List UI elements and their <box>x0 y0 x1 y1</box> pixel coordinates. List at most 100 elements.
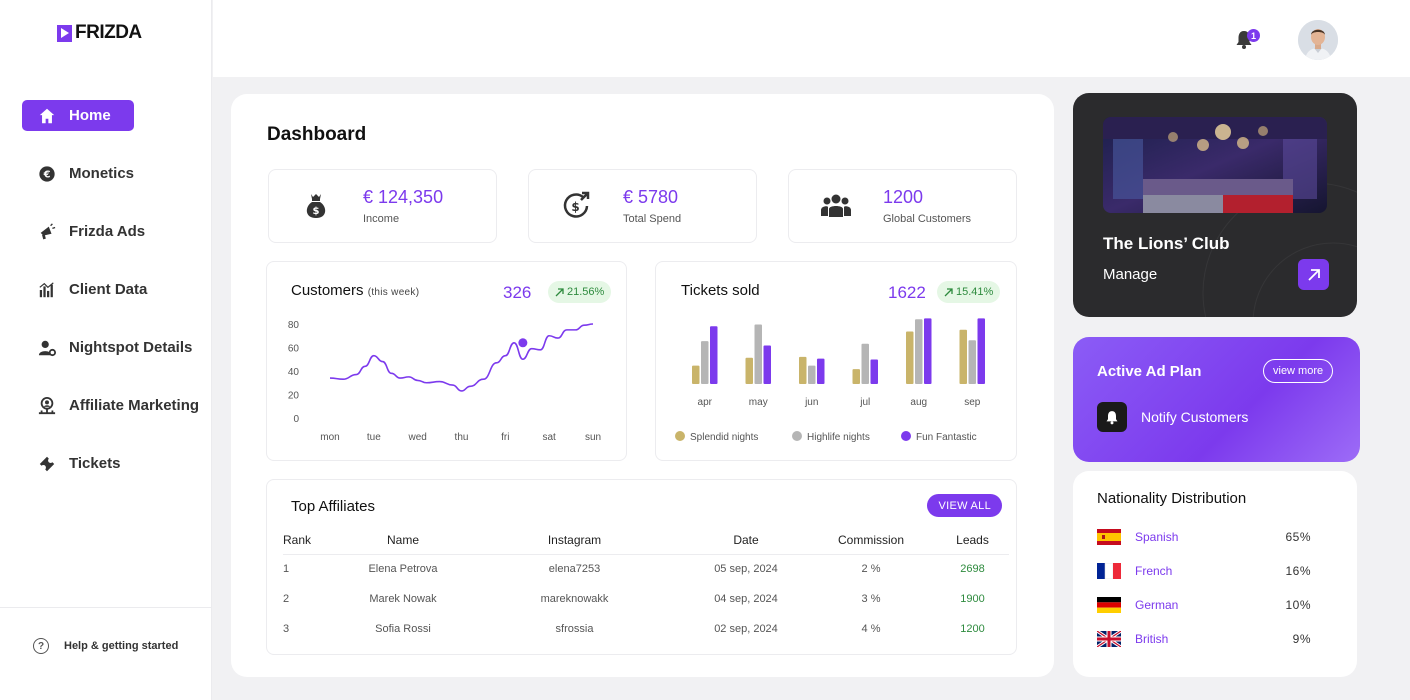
club-name: The Lions’ Club <box>1103 234 1230 253</box>
cell-rank: 3 <box>283 623 290 635</box>
avatar[interactable] <box>1298 20 1338 60</box>
customers-title: Customers (this week) <box>291 282 419 299</box>
tickets-panel: Tickets sold 1622 15.41% apr may jun jul aug… <box>655 261 1017 461</box>
money-bag-icon: $ <box>306 194 326 218</box>
table-row[interactable]: 2 Marek Nowak mareknowakk 04 sep, 2024 3… <box>283 584 1009 614</box>
bar <box>906 331 914 384</box>
tickets-bar-chart: apr may jun jul aug sep Splendid nights Highlif… <box>675 318 985 443</box>
active-ad-plan-card: Active Ad Plan view more Notify Customer… <box>1073 337 1360 462</box>
x-tick-label: jul <box>859 397 870 408</box>
brand-name: FRIZDA <box>75 22 142 43</box>
bar <box>852 369 860 384</box>
cell-rank: 1 <box>283 563 290 576</box>
table-row[interactable]: 1 Elena Petrova elena7253 05 sep, 2024 2… <box>283 554 1009 584</box>
logo-mark-icon <box>57 24 72 42</box>
tickets-value: 1622 <box>888 283 926 302</box>
column-header-name[interactable]: Name <box>343 526 463 555</box>
dollar-arrow-icon: $ <box>563 191 590 218</box>
bar-chart-icon <box>37 280 57 300</box>
legend-label: Highlife nights <box>807 432 870 443</box>
affiliate-icon <box>37 396 57 416</box>
tickets-title: Tickets sold <box>681 282 760 299</box>
users-icon <box>821 194 851 217</box>
arrow-up-right-icon <box>944 287 953 296</box>
germany-flag-icon <box>1097 597 1121 613</box>
bar <box>870 359 878 384</box>
x-tick-label: may <box>749 397 768 408</box>
x-tick-label: apr <box>698 397 713 408</box>
sidebar-item-tickets[interactable]: Tickets <box>22 448 212 479</box>
arrow-up-right-icon <box>1307 268 1320 281</box>
customers-change-badge: 21.56% <box>548 281 612 303</box>
sidebar-divider <box>0 607 212 608</box>
nationality-row: German 10% <box>1097 595 1311 615</box>
customers-line <box>329 323 594 392</box>
x-tick-label: sun <box>585 432 601 443</box>
sidebar-item-frizda-ads[interactable]: Frizda Ads <box>22 216 212 247</box>
nationality-percent: 16% <box>1285 564 1311 578</box>
stat-value: € 124,350 <box>363 187 444 207</box>
ad-plan-title: Active Ad Plan <box>1097 363 1202 380</box>
column-header-instagram[interactable]: Instagram <box>463 526 686 555</box>
bar <box>799 356 807 384</box>
cell-date: 02 sep, 2024 <box>714 623 778 635</box>
sidebar-item-monetics[interactable]: € Monetics <box>22 158 212 189</box>
bar <box>924 318 932 384</box>
x-tick-label: fri <box>501 432 509 443</box>
help-link[interactable]: ? Help & getting started <box>33 638 178 654</box>
sidebar-item-home[interactable]: Home <box>22 100 134 131</box>
ad-plan-item[interactable]: Notify Customers <box>1141 409 1249 425</box>
nationality-row: French 16% <box>1097 561 1311 581</box>
club-manage-button[interactable] <box>1298 259 1329 290</box>
bar <box>968 340 976 384</box>
club-photo[interactable] <box>1103 117 1327 213</box>
club-manage-label[interactable]: Manage <box>1103 266 1158 283</box>
y-tick-label: 20 <box>288 391 300 402</box>
x-tick-label: jun <box>804 397 818 408</box>
ticket-icon <box>37 454 57 474</box>
bar <box>915 319 923 384</box>
page-title: Dashboard <box>267 124 367 145</box>
y-tick-label: 80 <box>288 320 300 331</box>
sidebar-item-nightspot-details[interactable]: Nightspot Details <box>22 332 212 363</box>
stat-label: Total Spend <box>623 213 682 225</box>
stat-total-spend: $ € 5780 Total Spend <box>528 169 757 243</box>
bar <box>710 326 718 384</box>
table-row[interactable]: 3 Sofia Rossi sfrossia 02 sep, 2024 4 % … <box>283 614 1009 644</box>
uk-flag-icon <box>1097 631 1121 647</box>
megaphone-icon <box>37 222 57 242</box>
help-label: Help & getting started <box>64 640 179 652</box>
column-header-leads[interactable]: Leads <box>936 526 1009 555</box>
sidebar-item-client-data[interactable]: Client Data <box>22 274 212 305</box>
bar <box>861 343 869 384</box>
cell-commission: 2 % <box>861 563 881 576</box>
cell-name: Sofia Rossi <box>375 623 431 635</box>
bar <box>692 365 700 384</box>
cell-instagram: elena7253 <box>548 563 601 576</box>
tickets-change-badge: 15.41% <box>937 281 1001 303</box>
cell-date: 05 sep, 2024 <box>714 563 778 576</box>
brand-logo[interactable]: FRIZDA <box>57 22 142 44</box>
sidebar-item-affiliate-marketing[interactable]: Affiliate Marketing <box>22 390 212 421</box>
view-all-button[interactable]: VIEW ALL <box>927 494 1002 517</box>
stat-income: $ € 124,350 Income <box>268 169 497 243</box>
view-more-button[interactable]: view more <box>1263 359 1334 383</box>
column-header-date[interactable]: Date <box>686 526 806 555</box>
nationality-title: Nationality Distribution <box>1097 490 1247 507</box>
cell-leads: 1900 <box>960 593 985 605</box>
cell-commission: 3 % <box>861 593 881 605</box>
customers-line-chart: 80 60 40 20 0 mon tue wed thu fri sat sun <box>288 320 601 443</box>
cell-date: 04 sep, 2024 <box>714 593 778 605</box>
column-header-rank[interactable]: Rank <box>283 526 343 555</box>
customers-panel: Customers (this week) 326 21.56% 80 60 40 2… <box>266 261 627 461</box>
france-flag-icon <box>1097 563 1121 579</box>
stat-label: Income <box>363 213 400 225</box>
column-header-commission[interactable]: Commission <box>806 526 936 555</box>
bar <box>763 345 771 384</box>
customers-value: 326 <box>503 283 532 302</box>
y-tick-label: 40 <box>288 367 300 378</box>
stat-label: Global Customers <box>883 213 972 225</box>
nationality-row: Spanish 65% <box>1097 527 1311 547</box>
x-tick-label: sep <box>964 397 981 408</box>
nationality-name: German <box>1135 598 1179 612</box>
